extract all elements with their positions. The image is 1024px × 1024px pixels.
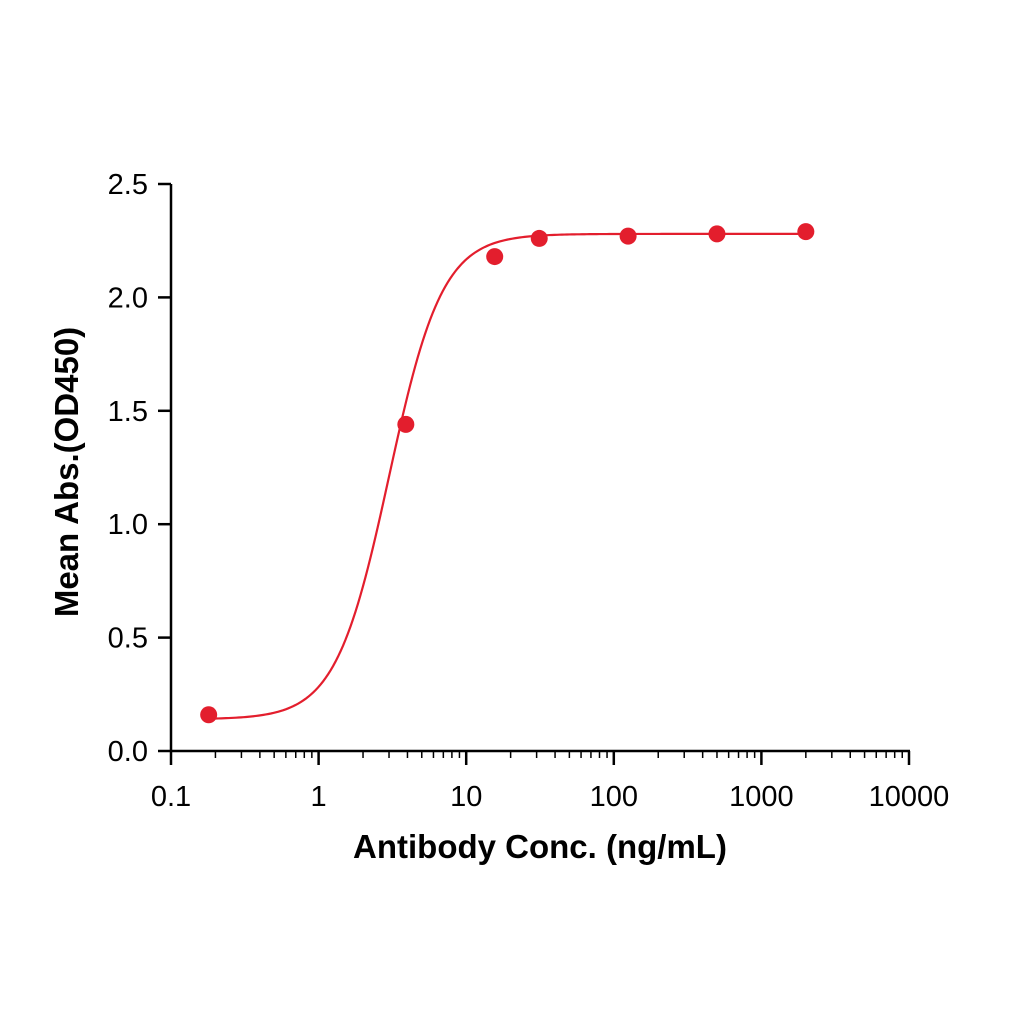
y-tick-label: 1.0: [108, 509, 148, 541]
y-axis-ticks: 0.0 0.5 1.0 1.5 2.0 2.5: [108, 169, 171, 768]
y-axis-title: Mean Abs.(OD450): [48, 327, 85, 617]
y-tick-label: 2.0: [108, 282, 148, 314]
x-axis-title: Antibody Conc. (ng/mL): [353, 828, 727, 865]
x-axis-ticks: 0.1 1 10 100 1000 10000: [151, 751, 949, 813]
data-point: [397, 415, 415, 433]
x-tick-label: 1: [311, 781, 327, 813]
x-tick-label: 1000: [729, 781, 794, 813]
y-tick-label: 0.5: [108, 623, 148, 655]
data-point: [530, 229, 548, 247]
x-tick-label: 10000: [869, 781, 950, 813]
fit-curve: [208, 232, 806, 720]
y-tick-label: 0.0: [108, 736, 148, 768]
data-point: [200, 706, 218, 724]
data-point: [708, 225, 726, 243]
axes: [169, 184, 910, 753]
y-tick-label: 1.5: [108, 396, 148, 428]
y-tick-label: 2.5: [108, 169, 148, 201]
data-point: [619, 227, 637, 245]
x-tick-label: 100: [590, 781, 638, 813]
x-tick-label: 0.1: [151, 781, 191, 813]
data-point: [486, 248, 504, 266]
x-tick-label: 10: [450, 781, 482, 813]
data-point: [797, 223, 815, 241]
data-points: [200, 223, 815, 724]
fit-curve-layer: [208, 232, 806, 720]
